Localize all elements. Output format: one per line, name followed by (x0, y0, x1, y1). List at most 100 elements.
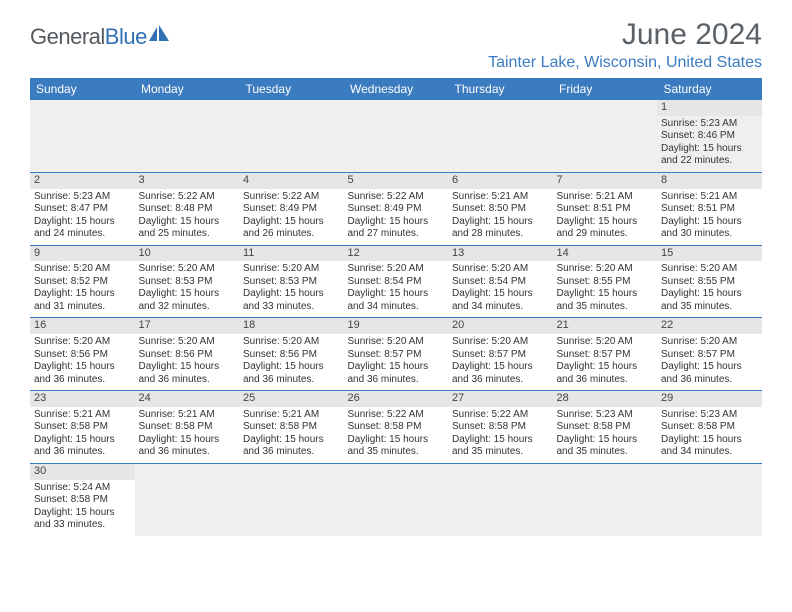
calendar-cell (553, 463, 658, 535)
calendar-cell: 10Sunrise: 5:20 AMSunset: 8:53 PMDayligh… (135, 245, 240, 318)
weekday-header: Friday (553, 78, 658, 100)
day-number: 21 (553, 318, 658, 334)
weekday-header: Wednesday (344, 78, 449, 100)
calendar-cell (448, 100, 553, 172)
calendar-cell: 13Sunrise: 5:20 AMSunset: 8:54 PMDayligh… (448, 245, 553, 318)
day-details: Sunrise: 5:22 AMSunset: 8:58 PMDaylight:… (348, 409, 445, 459)
calendar-cell: 2Sunrise: 5:23 AMSunset: 8:47 PMDaylight… (30, 172, 135, 245)
day-details: Sunrise: 5:22 AMSunset: 8:48 PMDaylight:… (139, 191, 236, 241)
calendar-cell: 29 Sunrise: 5:23 AMSunset: 8:58 PMDayligh… (657, 391, 762, 464)
day-details: Sunrise: 5:20 AMSunset: 8:55 PMDaylight:… (557, 263, 654, 313)
weekday-header: Thursday (448, 78, 553, 100)
day-number: 1 (657, 100, 762, 116)
calendar-cell (239, 463, 344, 535)
day-details: Sunrise: 5:22 AMSunset: 8:49 PMDaylight:… (243, 191, 340, 241)
day-details: Sunrise: 5:20 AMSunset: 8:57 PMDaylight:… (661, 336, 758, 386)
calendar-cell: 26Sunrise: 5:22 AMSunset: 8:58 PMDayligh… (344, 391, 449, 464)
day-details: Sunrise: 5:20 AMSunset: 8:56 PMDaylight:… (34, 336, 131, 386)
day-details: Sunrise: 5:24 AMSunset: 8:58 PMDaylight:… (34, 482, 131, 532)
day-details: Sunrise: 5:21 AMSunset: 8:51 PMDaylight:… (557, 191, 654, 241)
calendar-cell: 14Sunrise: 5:20 AMSunset: 8:55 PMDayligh… (553, 245, 658, 318)
day-details: Sunrise: 5:20 AMSunset: 8:53 PMDaylight:… (243, 263, 340, 313)
calendar-cell (657, 463, 762, 535)
calendar-cell (553, 100, 658, 172)
calendar-cell: 7 Sunrise: 5:21 AMSunset: 8:51 PMDaylight… (553, 172, 658, 245)
day-number: 22 (657, 318, 762, 334)
day-details: Sunrise: 5:21 AMSunset: 8:58 PMDaylight:… (243, 409, 340, 459)
calendar-cell: 17Sunrise: 5:20 AMSunset: 8:56 PMDayligh… (135, 318, 240, 391)
location-text: Tainter Lake, Wisconsin, United States (488, 54, 762, 72)
day-details: Sunrise: 5:21 AMSunset: 8:58 PMDaylight:… (139, 409, 236, 459)
calendar-cell: 24 Sunrise: 5:21 AMSunset: 8:58 PMDayligh… (135, 391, 240, 464)
calendar-cell: 12Sunrise: 5:20 AMSunset: 8:54 PMDayligh… (344, 245, 449, 318)
calendar-row: 23Sunrise: 5:21 AMSunset: 8:58 PMDayligh… (30, 391, 762, 464)
day-number: 5 (344, 173, 449, 189)
calendar-table: SundayMondayTuesdayWednesdayThursdayFrid… (30, 78, 762, 536)
day-details: Sunrise: 5:20 AMSunset: 8:54 PMDaylight:… (452, 263, 549, 313)
day-number: 29 (657, 391, 762, 407)
weekday-header-row: SundayMondayTuesdayWednesdayThursdayFrid… (30, 78, 762, 100)
calendar-cell (30, 100, 135, 172)
day-details: Sunrise: 5:23 AMSunset: 8:46 PMDaylight:… (661, 118, 758, 168)
day-number: 11 (239, 246, 344, 262)
day-details: Sunrise: 5:21 AMSunset: 8:50 PMDaylight:… (452, 191, 549, 241)
day-details: Sunrise: 5:20 AMSunset: 8:53 PMDaylight:… (139, 263, 236, 313)
day-number: 6 (448, 173, 553, 189)
day-details: Sunrise: 5:20 AMSunset: 8:55 PMDaylight:… (661, 263, 758, 313)
day-number: 19 (344, 318, 449, 334)
day-number: 4 (239, 173, 344, 189)
logo-text-blue: Blue (105, 24, 147, 50)
day-number: 12 (344, 246, 449, 262)
day-number: 8 (657, 173, 762, 189)
day-number: 16 (30, 318, 135, 334)
day-number: 23 (30, 391, 135, 407)
day-number: 27 (448, 391, 553, 407)
calendar-cell: 27 Sunrise: 5:22 AMSunset: 8:58 PMDayligh… (448, 391, 553, 464)
calendar-cell: 6 Sunrise: 5:21 AMSunset: 8:50 PMDaylight… (448, 172, 553, 245)
calendar-cell: 3 Sunrise: 5:22 AMSunset: 8:48 PMDaylight… (135, 172, 240, 245)
day-number: 17 (135, 318, 240, 334)
day-number: 10 (135, 246, 240, 262)
calendar-cell: 9Sunrise: 5:20 AMSunset: 8:52 PMDaylight… (30, 245, 135, 318)
weekday-header: Saturday (657, 78, 762, 100)
weekday-header: Monday (135, 78, 240, 100)
calendar-cell (448, 463, 553, 535)
day-number: 13 (448, 246, 553, 262)
logo-sail-icon (149, 25, 171, 48)
day-details: Sunrise: 5:23 AMSunset: 8:47 PMDaylight:… (34, 191, 131, 241)
calendar-row: 1 Sunrise: 5:23 AMSunset: 8:46 PMDaylight… (30, 100, 762, 172)
day-details: Sunrise: 5:20 AMSunset: 8:57 PMDaylight:… (557, 336, 654, 386)
calendar-cell (344, 100, 449, 172)
calendar-cell: 23 Sunrise: 5:21 AMSunset: 8:58 PMDayligh… (30, 391, 135, 464)
day-details: Sunrise: 5:20 AMSunset: 8:56 PMDaylight:… (243, 336, 340, 386)
day-number: 15 (657, 246, 762, 262)
calendar-cell (344, 463, 449, 535)
day-details: Sunrise: 5:22 AMSunset: 8:49 PMDaylight:… (348, 191, 445, 241)
day-number: 25 (239, 391, 344, 407)
day-number: 28 (553, 391, 658, 407)
calendar-cell: 1 Sunrise: 5:23 AMSunset: 8:46 PMDaylight… (657, 100, 762, 172)
day-number: 24 (135, 391, 240, 407)
day-details: Sunrise: 5:20 AMSunset: 8:52 PMDaylight:… (34, 263, 131, 313)
calendar-cell (135, 100, 240, 172)
day-details: Sunrise: 5:22 AMSunset: 8:58 PMDaylight:… (452, 409, 549, 459)
day-number: 9 (30, 246, 135, 262)
calendar-cell: 4 Sunrise: 5:22 AMSunset: 8:49 PMDaylight… (239, 172, 344, 245)
day-details: Sunrise: 5:20 AMSunset: 8:54 PMDaylight:… (348, 263, 445, 313)
header: GeneralBlue June 2024 Tainter Lake, Wisc… (30, 18, 762, 72)
calendar-cell (239, 100, 344, 172)
day-details: Sunrise: 5:20 AMSunset: 8:57 PMDaylight:… (348, 336, 445, 386)
calendar-cell: 16 Sunrise: 5:20 AMSunset: 8:56 PMDayligh… (30, 318, 135, 391)
day-details: Sunrise: 5:23 AMSunset: 8:58 PMDaylight:… (557, 409, 654, 459)
calendar-cell: 18 Sunrise: 5:20 AMSunset: 8:56 PMDayligh… (239, 318, 344, 391)
calendar-cell: 28 Sunrise: 5:23 AMSunset: 8:58 PMDayligh… (553, 391, 658, 464)
day-details: Sunrise: 5:23 AMSunset: 8:58 PMDaylight:… (661, 409, 758, 459)
page-title: June 2024 (488, 18, 762, 52)
day-number: 30 (30, 464, 135, 480)
day-number: 7 (553, 173, 658, 189)
day-number: 20 (448, 318, 553, 334)
day-details: Sunrise: 5:21 AMSunset: 8:58 PMDaylight:… (34, 409, 131, 459)
logo: GeneralBlue (30, 24, 171, 50)
day-number: 3 (135, 173, 240, 189)
day-number: 18 (239, 318, 344, 334)
